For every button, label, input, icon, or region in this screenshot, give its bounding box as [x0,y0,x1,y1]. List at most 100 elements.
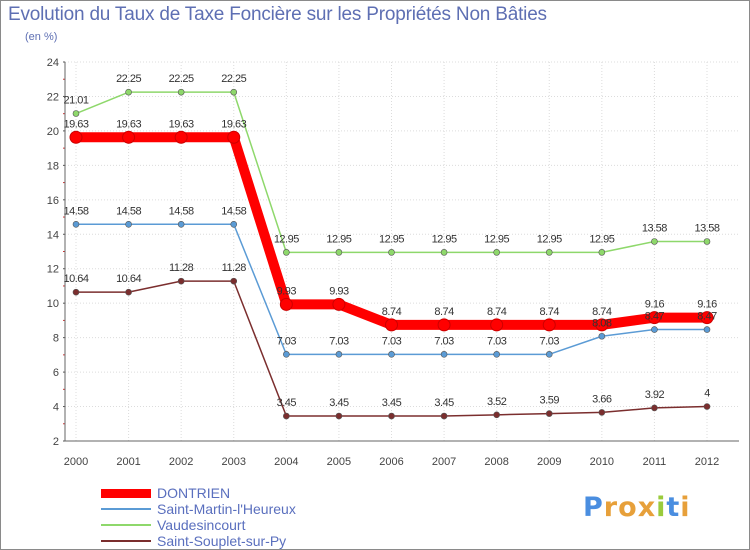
data-point [227,130,241,144]
data-label: 14.58 [63,205,88,217]
data-point [125,220,132,228]
data-label: 3.52 [487,396,507,408]
data-label: 3.92 [645,389,665,401]
data-point [335,351,343,358]
data-point [332,297,346,311]
x-tick-label: 2002 [169,456,193,468]
data-label: 21.01 [63,95,88,107]
y-tick-label: 22 [47,91,59,103]
legend-label: Saint-Martin-l'Heureux [157,501,296,517]
data-point [385,318,398,332]
legend-item: Vaudesincourt [101,517,296,533]
data-label: 12.95 [589,233,614,245]
data-point [283,351,290,358]
data-point [283,249,290,256]
data-label: 19.63 [116,118,141,130]
data-label: 7.03 [540,335,560,347]
data-point [437,318,451,332]
data-point [545,351,553,358]
data-label: 14.58 [116,205,141,217]
data-point [177,88,185,96]
x-tick-label: 2008 [484,456,508,468]
data-label: 12.95 [432,233,457,245]
data-point [440,412,448,420]
y-tick-label: 14 [47,229,59,241]
data-point [651,404,658,412]
y-tick-label: 18 [47,160,59,172]
data-point [72,220,80,228]
x-tick-label: 2009 [537,456,561,468]
y-tick-label: 6 [53,367,59,379]
legend-label: DONTRIEN [157,485,231,501]
data-point [651,238,658,245]
data-label: 3.45 [382,397,402,409]
data-point [122,130,136,144]
data-label: 12.95 [537,233,562,245]
data-point [493,411,500,419]
y-tick-label: 16 [47,195,59,207]
x-tick-label: 2012 [695,456,719,468]
data-label: 3.66 [592,393,612,405]
y-tick-label: 12 [47,264,59,276]
data-point [700,311,714,325]
data-point [72,288,80,296]
logo-letter: o [618,492,638,523]
data-point [545,249,553,256]
data-label: 8.47 [645,311,665,323]
data-label: 3.59 [540,395,560,407]
data-point [703,326,711,333]
data-point [703,403,711,410]
data-label: 13.58 [694,223,719,235]
data-label: 12.95 [379,233,404,245]
data-label: 3.45 [329,397,349,409]
data-point [595,318,609,332]
data-label: 19.63 [221,118,246,130]
data-point [125,288,132,296]
data-label: 9.16 [645,299,665,311]
data-label: 11.28 [222,262,247,274]
data-point [493,351,500,358]
data-label: 22.25 [169,73,194,85]
data-label: 4 [704,388,710,400]
data-point [703,238,711,245]
data-label: 10.64 [116,273,141,285]
legend-item: Saint-Souplet-sur-Py [101,533,296,549]
data-label: 22.25 [221,73,246,85]
data-label: 8.74 [382,306,402,318]
x-tick-label: 2001 [116,456,140,468]
data-point [335,412,343,420]
data-point [545,410,553,417]
data-point [335,249,343,256]
data-point [440,351,448,358]
data-label: 9.93 [277,285,297,297]
data-label: 3.45 [434,397,454,409]
logo-letter: r [603,492,619,523]
proxiti-logo: Proxiti [583,492,691,523]
legend-label: Vaudesincourt [157,517,246,533]
data-label: 8.08 [592,317,612,329]
data-label: 8.74 [540,306,560,318]
legend-swatch [101,540,151,542]
data-point [283,412,290,420]
data-point [230,88,238,96]
data-label: 7.03 [329,335,349,347]
data-point [177,220,185,228]
data-label: 14.58 [221,205,246,217]
data-point [651,326,658,333]
x-tick-label: 2003 [222,456,246,468]
logo-letter: i [680,492,691,523]
chart-title: Evolution du Taux de Taxe Foncière sur l… [8,4,547,25]
data-label: 12.95 [326,233,351,245]
data-label: 8.74 [434,306,454,318]
data-label: 9.93 [329,285,349,297]
data-point [230,277,238,285]
data-label: 22.25 [116,73,141,85]
data-label: 19.63 [169,118,194,130]
x-tick-label: 2007 [432,456,456,468]
data-point [598,249,606,256]
y-tick-label: 10 [47,298,59,310]
y-tick-label: 2 [53,436,59,448]
data-label: 19.63 [63,118,88,130]
data-point [230,220,238,228]
